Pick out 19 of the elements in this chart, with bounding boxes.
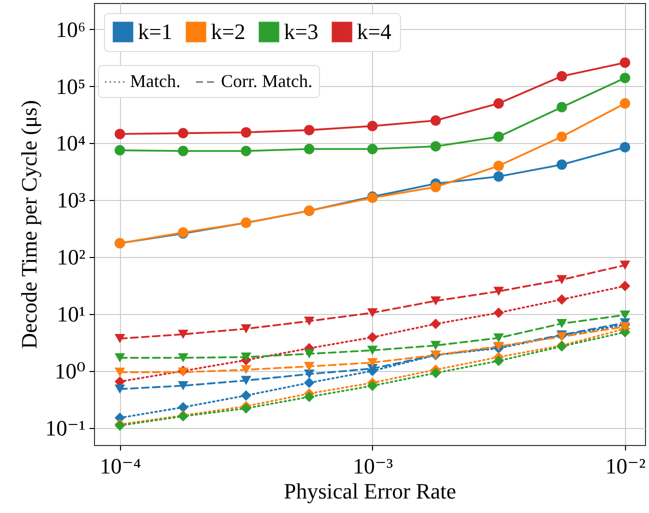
- y-tick-label: 10⁰: [54, 358, 86, 384]
- x-axis-title: Physical Error Rate: [284, 478, 456, 504]
- y-tick-label: 10³: [56, 188, 86, 213]
- y-tick-label: 10²: [56, 244, 86, 270]
- x-tick-label: 10⁻²: [605, 454, 646, 478]
- y-tick-label: 10⁵: [56, 74, 86, 99]
- annotation: Match.: [130, 71, 180, 91]
- x-tick-label: 10⁻⁴: [100, 454, 142, 478]
- y-tick-label: 10⁴: [56, 130, 86, 156]
- y-tick-label: 10¹: [56, 301, 86, 326]
- legend-label: k=2: [211, 19, 246, 44]
- y-tick-label: 10⁻¹: [45, 415, 86, 440]
- legend-label: k=1: [138, 19, 172, 44]
- y-axis-title: Decode Time per Cycle (μs): [16, 100, 42, 349]
- legend-label: k=4: [357, 19, 392, 44]
- y-tick-label: 10⁶: [56, 16, 86, 42]
- annotation: Corr. Match.: [221, 71, 312, 91]
- legend-label: k=3: [284, 19, 318, 44]
- x-tick-label: 10⁻³: [352, 454, 394, 478]
